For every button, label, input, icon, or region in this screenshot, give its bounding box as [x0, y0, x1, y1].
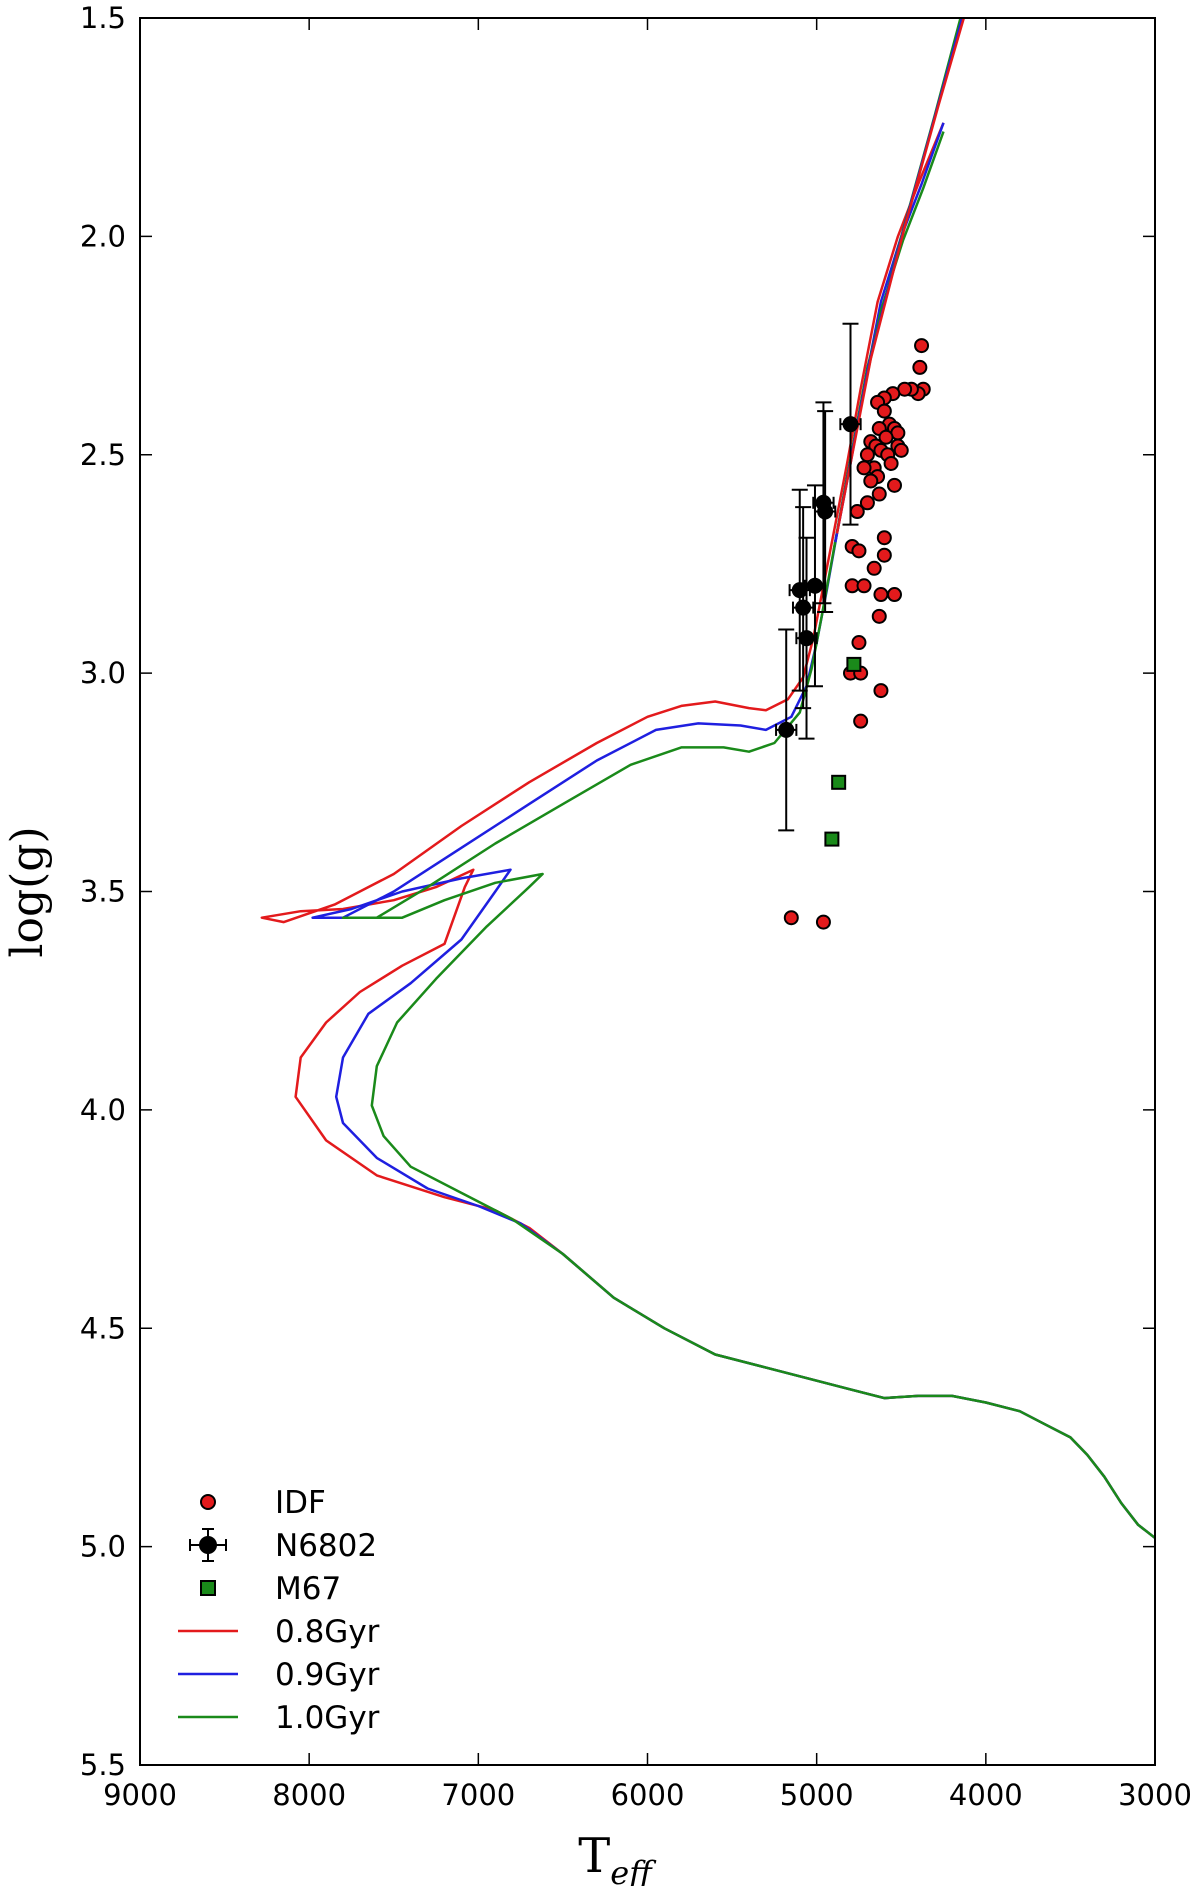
- x-tick-label: 4000: [949, 1778, 1023, 1812]
- series-line-rgb-branch: [834, 18, 964, 543]
- y-tick-label: 3.5: [80, 875, 126, 909]
- point-n6802: [806, 577, 823, 594]
- point-idf: [859, 495, 875, 511]
- point-m67: [846, 656, 862, 672]
- series-line-1.0Gyr: [341, 131, 1155, 1539]
- y-tick-label: 4.5: [80, 1311, 126, 1345]
- point-idf: [876, 403, 892, 419]
- legend-label: 0.9Gyr: [275, 1657, 380, 1693]
- point-idf: [856, 578, 872, 594]
- point-idf: [883, 455, 899, 471]
- x-tick-label: 7000: [441, 1778, 515, 1812]
- point-idf: [893, 442, 909, 458]
- point-n6802: [842, 416, 859, 433]
- point-idf: [853, 713, 869, 729]
- x-tick-label: 8000: [272, 1778, 346, 1812]
- point-idf: [866, 560, 882, 576]
- point-idf: [914, 338, 930, 354]
- point-idf: [863, 473, 879, 489]
- legend-label: IDF: [275, 1485, 326, 1521]
- n6802-errorbars: [775, 322, 862, 832]
- point-idf: [783, 910, 799, 926]
- point-idf: [815, 914, 831, 930]
- isochrone-lines: [260, 18, 1155, 1539]
- series-line-rgb-branch: [835, 18, 966, 534]
- y-tick-label: 5.5: [80, 1748, 126, 1782]
- point-idf: [873, 683, 889, 699]
- point-idf: [849, 504, 865, 520]
- data-points: [778, 338, 931, 930]
- point-n6802: [795, 599, 812, 616]
- point-idf: [886, 587, 902, 603]
- x-tick-label: 3000: [1118, 1778, 1192, 1812]
- y-tick-labels: 1.5 2.0 2.5 3.0 3.5 4.0 4.5 5.0 5.5: [80, 1, 126, 1782]
- y-axis-label: log(g): [2, 826, 53, 957]
- legend-swatch: [200, 1494, 216, 1510]
- series-line-0.8Gyr: [260, 122, 1155, 1539]
- point-idf: [871, 486, 887, 502]
- x-axis-label: Teff: [578, 1828, 657, 1886]
- legend-item-n6802: N6802: [189, 1528, 377, 1564]
- x-tick-label: 9000: [103, 1778, 177, 1812]
- y-tick-label: 2.5: [80, 438, 126, 472]
- legend-item-09gyr: 0.9Gyr: [178, 1657, 380, 1693]
- point-idf: [871, 608, 887, 624]
- point-m67: [831, 774, 847, 790]
- point-idf: [878, 429, 894, 445]
- legend-item-10gyr: 1.0Gyr: [178, 1700, 380, 1736]
- point-idf: [856, 460, 872, 476]
- legend-item-idf: IDF: [200, 1485, 326, 1521]
- y-tick-label: 5.0: [80, 1530, 126, 1564]
- series-line-0.9Gyr: [311, 122, 1155, 1539]
- point-idf: [876, 530, 892, 546]
- point-idf: [876, 547, 892, 563]
- point-n6802: [798, 630, 815, 647]
- legend-item-m67: M67: [200, 1571, 341, 1607]
- legend-label: 0.8Gyr: [275, 1614, 380, 1650]
- point-n6802: [778, 721, 795, 738]
- x-tick-label: 5000: [780, 1778, 854, 1812]
- y-tick-label: 3.0: [80, 656, 126, 690]
- point-idf: [886, 477, 902, 493]
- legend: IDF N6802 M67 0.8Gyr 0.9Gyr 1.0Gyr: [178, 1485, 380, 1736]
- point-idf: [912, 359, 928, 375]
- point-n6802: [817, 503, 834, 520]
- axis-ticks: [139, 17, 1156, 1766]
- x-tick-labels: 9000 8000 7000 6000 5000 4000 3000: [103, 1778, 1192, 1812]
- legend-swatch: [199, 1536, 217, 1554]
- legend-swatch: [200, 1580, 216, 1596]
- y-tick-label: 1.5: [80, 1, 126, 35]
- y-tick-label: 2.0: [80, 219, 126, 253]
- legend-item-08gyr: 0.8Gyr: [178, 1614, 380, 1650]
- legend-label: M67: [275, 1571, 341, 1607]
- x-tick-label: 6000: [611, 1778, 685, 1812]
- point-idf: [851, 543, 867, 559]
- legend-label: N6802: [275, 1528, 377, 1564]
- point-idf: [859, 447, 875, 463]
- x-axis-label-subscript: eff: [610, 1854, 657, 1886]
- point-idf: [873, 587, 889, 603]
- legend-label: 1.0Gyr: [275, 1700, 380, 1736]
- point-m67: [824, 831, 840, 847]
- point-n6802: [791, 582, 808, 599]
- y-tick-label: 4.0: [80, 1093, 126, 1127]
- point-idf: [851, 635, 867, 651]
